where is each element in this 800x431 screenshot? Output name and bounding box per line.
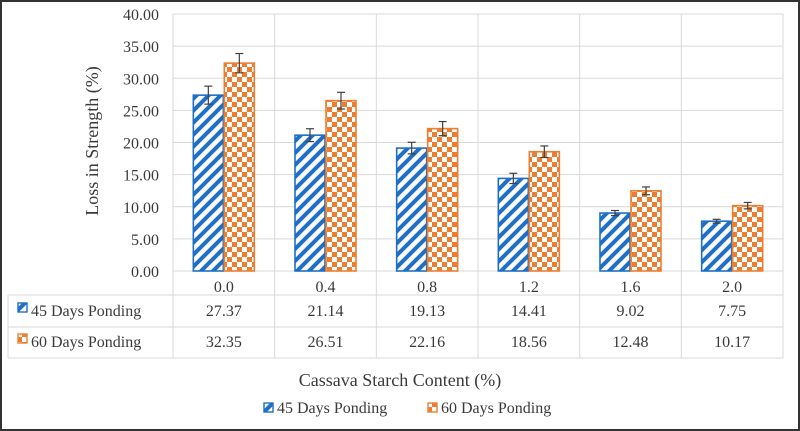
table-legend-key [17,333,28,344]
bar-series2 [630,190,662,272]
legend-key-series1 [263,402,274,413]
bar-series1 [294,134,326,272]
y-tick-label: 20.00 [123,136,159,153]
y-tick-label: 35.00 [123,39,159,56]
table-cell-value: 7.75 [718,303,746,320]
table-cell-value: 26.51 [308,334,344,351]
table-cell-value: 9.02 [617,303,645,320]
bar-series2 [528,150,561,272]
y-tick-label: 15.00 [123,168,159,185]
table-cell-value: 21.14 [308,303,344,320]
y-tick-label: 10.00 [123,200,159,217]
y-tick-label: 30.00 [123,71,159,88]
y-axis-ticks: 0.00 5.00 10.00 15.00 20.00 25.00 30.00 35.00 40… [123,7,159,281]
x-tick-label: 0.4 [316,279,336,296]
table-legend-key [17,302,28,313]
y-axis-label: Loss in Strength (%) [82,66,103,215]
bar-series1 [599,212,631,272]
y-tick-label: 0.00 [131,264,159,281]
x-tick-label: 1.6 [621,279,641,296]
table-cell-value: 19.13 [409,303,445,320]
table-series-name: 45 Days Ponding [31,303,141,320]
bar-series2 [731,204,764,272]
bar-series1 [395,147,428,272]
legend-label-series2: 60 Days Ponding [441,400,551,417]
y-tick-label: 25.00 [123,103,159,120]
table-cell-value: 32.35 [206,334,242,351]
x-tick-label: 1.2 [519,279,539,296]
bar-series1 [192,94,225,272]
x-tick-label: 0.8 [417,279,437,296]
bar-series2 [223,62,256,272]
y-tick-label: 5.00 [131,232,159,249]
table-series-name: 60 Days Ponding [31,334,141,351]
data-table: 0.0 0.4 0.8 1.2 1.6 2.0 45 Days Ponding 27.37 21… [7,271,784,359]
legend-key-series2 [427,402,438,413]
table-cell-value: 18.56 [511,334,547,351]
bar-series1 [700,220,733,272]
y-tick-label: 40.00 [123,7,159,24]
table-cell-value: 12.48 [613,334,649,351]
bar-series1 [497,177,530,272]
table-cell-value: 22.16 [409,334,445,351]
table-cell-value: 27.37 [206,303,242,320]
x-tick-label: 2.0 [722,279,742,296]
table-cell-value: 14.41 [511,303,547,320]
bar-series2 [325,99,357,272]
x-axis-label: Cassava Starch Content (%) [299,370,501,391]
gridlines [172,13,784,272]
bar-series2 [426,127,459,272]
legend: 45 Days Ponding 60 Days Ponding [263,400,551,417]
bars [192,52,764,272]
legend-label-series1: 45 Days Ponding [277,400,387,417]
table-cell-value: 10.17 [714,334,750,351]
x-tick-label: 0.0 [214,279,234,296]
